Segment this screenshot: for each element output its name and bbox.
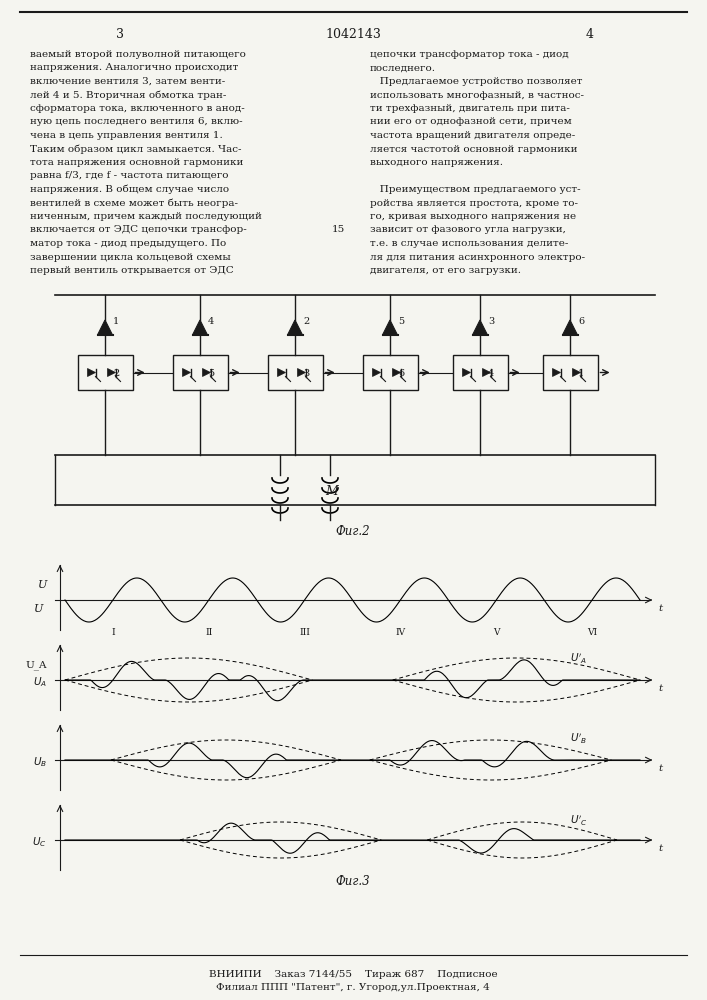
Text: t: t bbox=[658, 604, 662, 613]
Text: 4: 4 bbox=[208, 317, 214, 326]
Text: 2: 2 bbox=[303, 317, 309, 326]
Text: ную цепь последнего вентиля 6, вклю-: ную цепь последнего вентиля 6, вклю- bbox=[30, 117, 243, 126]
Text: III: III bbox=[299, 628, 310, 637]
Text: напряжения. Аналогично происходит: напряжения. Аналогично происходит bbox=[30, 64, 238, 73]
Text: 1042143: 1042143 bbox=[325, 28, 381, 41]
Text: V: V bbox=[493, 628, 500, 637]
Polygon shape bbox=[462, 368, 470, 376]
Polygon shape bbox=[278, 368, 286, 376]
Text: частота вращений двигателя опреде-: частота вращений двигателя опреде- bbox=[370, 131, 575, 140]
Text: ваемый второй полуволной питающего: ваемый второй полуволной питающего bbox=[30, 50, 246, 59]
Text: IV: IV bbox=[395, 628, 406, 637]
Bar bbox=[78, 355, 132, 390]
Text: M: M bbox=[325, 485, 338, 498]
Text: лей 4 и 5. Вторичная обмотка тран-: лей 4 и 5. Вторичная обмотка тран- bbox=[30, 91, 226, 100]
Text: 5: 5 bbox=[208, 369, 214, 378]
Text: вентилей в схеме может быть неогра-: вентилей в схеме может быть неогра- bbox=[30, 198, 238, 208]
Text: Филиал ППП "Патент", г. Угород,ул.Проектная, 4: Филиал ППП "Патент", г. Угород,ул.Проект… bbox=[216, 983, 490, 992]
Text: $U'_A$: $U'_A$ bbox=[570, 652, 588, 666]
Text: чена в цепь управления вентиля 1.: чена в цепь управления вентиля 1. bbox=[30, 131, 223, 140]
Polygon shape bbox=[563, 320, 578, 335]
Polygon shape bbox=[573, 368, 580, 376]
Text: зависит от фазового угла нагрузки,: зависит от фазового угла нагрузки, bbox=[370, 226, 566, 234]
Bar bbox=[267, 355, 322, 390]
Bar bbox=[173, 355, 228, 390]
Text: го, кривая выходного напряжения не: го, кривая выходного напряжения не bbox=[370, 212, 576, 221]
Text: 5: 5 bbox=[398, 317, 404, 326]
Text: 3: 3 bbox=[303, 369, 309, 378]
Text: ля для питания асинхронного электро-: ля для питания асинхронного электро- bbox=[370, 252, 585, 261]
Text: t: t bbox=[658, 764, 662, 773]
Polygon shape bbox=[202, 368, 211, 376]
Polygon shape bbox=[192, 320, 207, 335]
Text: включение вентиля 3, затем венти-: включение вентиля 3, затем венти- bbox=[30, 77, 226, 86]
Polygon shape bbox=[288, 320, 303, 335]
Text: 4: 4 bbox=[586, 28, 594, 41]
Text: U_A: U_A bbox=[25, 660, 47, 670]
Polygon shape bbox=[472, 320, 488, 335]
Polygon shape bbox=[298, 368, 305, 376]
Bar bbox=[363, 355, 418, 390]
Text: Преимуществом предлагаемого уст-: Преимуществом предлагаемого уст- bbox=[370, 185, 580, 194]
Text: 15: 15 bbox=[332, 226, 344, 234]
Text: $U_C$: $U_C$ bbox=[33, 835, 47, 849]
Text: 6: 6 bbox=[398, 369, 404, 378]
Text: тота напряжения основной гармоники: тота напряжения основной гармоники bbox=[30, 158, 243, 167]
Text: 6: 6 bbox=[578, 317, 584, 326]
Text: ройства является простота, кроме то-: ройства является простота, кроме то- bbox=[370, 198, 578, 208]
Polygon shape bbox=[482, 368, 491, 376]
Text: сформатора тока, включенного в анод-: сформатора тока, включенного в анод- bbox=[30, 104, 245, 113]
Text: $U'_B$: $U'_B$ bbox=[570, 732, 588, 746]
Polygon shape bbox=[182, 368, 190, 376]
Text: 1: 1 bbox=[113, 317, 119, 326]
Text: t: t bbox=[658, 684, 662, 693]
Text: U: U bbox=[34, 604, 43, 614]
Text: $U'_C$: $U'_C$ bbox=[570, 814, 588, 828]
Text: 3: 3 bbox=[488, 317, 494, 326]
Text: завершении цикла кольцевой схемы: завершении цикла кольцевой схемы bbox=[30, 252, 230, 261]
Text: последнего.: последнего. bbox=[370, 64, 436, 73]
Text: двигателя, от его загрузки.: двигателя, от его загрузки. bbox=[370, 266, 521, 275]
Text: 1: 1 bbox=[578, 369, 584, 378]
Polygon shape bbox=[382, 320, 397, 335]
Text: Таким образом цикл замыкается. Час-: Таким образом цикл замыкается. Час- bbox=[30, 144, 242, 154]
Polygon shape bbox=[373, 368, 380, 376]
Text: Фиг.3: Фиг.3 bbox=[336, 875, 370, 888]
Polygon shape bbox=[107, 368, 115, 376]
Text: 4: 4 bbox=[488, 369, 494, 378]
Text: I: I bbox=[111, 628, 115, 637]
Text: первый вентиль открывается от ЭДС: первый вентиль открывается от ЭДС bbox=[30, 266, 234, 275]
Text: VI: VI bbox=[587, 628, 597, 637]
Text: использовать многофазный, в частнос-: использовать многофазный, в частнос- bbox=[370, 91, 584, 100]
Text: равна f/3, где f - частота питающего: равна f/3, где f - частота питающего bbox=[30, 172, 228, 180]
Text: цепочки трансформатор тока - диод: цепочки трансформатор тока - диод bbox=[370, 50, 568, 59]
Text: U: U bbox=[37, 580, 47, 590]
Text: ВНИИПИ    Заказ 7144/55    Тираж 687    Подписное: ВНИИПИ Заказ 7144/55 Тираж 687 Подписное bbox=[209, 970, 497, 979]
Text: 3: 3 bbox=[116, 28, 124, 41]
Text: $U_B$: $U_B$ bbox=[33, 755, 47, 769]
Text: напряжения. В общем случае число: напряжения. В общем случае число bbox=[30, 185, 229, 194]
Bar bbox=[542, 355, 597, 390]
Text: включается от ЭДС цепочки трансфор-: включается от ЭДС цепочки трансфор- bbox=[30, 226, 247, 234]
Text: ти трехфазный, двигатель при пита-: ти трехфазный, двигатель при пита- bbox=[370, 104, 570, 113]
Text: t: t bbox=[658, 844, 662, 853]
Text: $U_A$: $U_A$ bbox=[33, 675, 47, 689]
Text: II: II bbox=[205, 628, 212, 637]
Polygon shape bbox=[552, 368, 561, 376]
Polygon shape bbox=[392, 368, 400, 376]
Text: нии его от однофазной сети, причем: нии его от однофазной сети, причем bbox=[370, 117, 572, 126]
Text: Фиг.2: Фиг.2 bbox=[336, 525, 370, 538]
Bar bbox=[452, 355, 508, 390]
Polygon shape bbox=[88, 368, 95, 376]
Text: выходного напряжения.: выходного напряжения. bbox=[370, 158, 503, 167]
Polygon shape bbox=[98, 320, 112, 335]
Text: т.е. в случае использования делите-: т.е. в случае использования делите- bbox=[370, 239, 568, 248]
Text: 2: 2 bbox=[113, 369, 119, 378]
Text: ниченным, причем каждый последующий: ниченным, причем каждый последующий bbox=[30, 212, 262, 221]
Text: матор тока - диод предыдущего. По: матор тока - диод предыдущего. По bbox=[30, 239, 226, 248]
Text: ляется частотой основной гармоники: ляется частотой основной гармоники bbox=[370, 144, 578, 153]
Text: Предлагаемое устройство позволяет: Предлагаемое устройство позволяет bbox=[370, 77, 583, 86]
